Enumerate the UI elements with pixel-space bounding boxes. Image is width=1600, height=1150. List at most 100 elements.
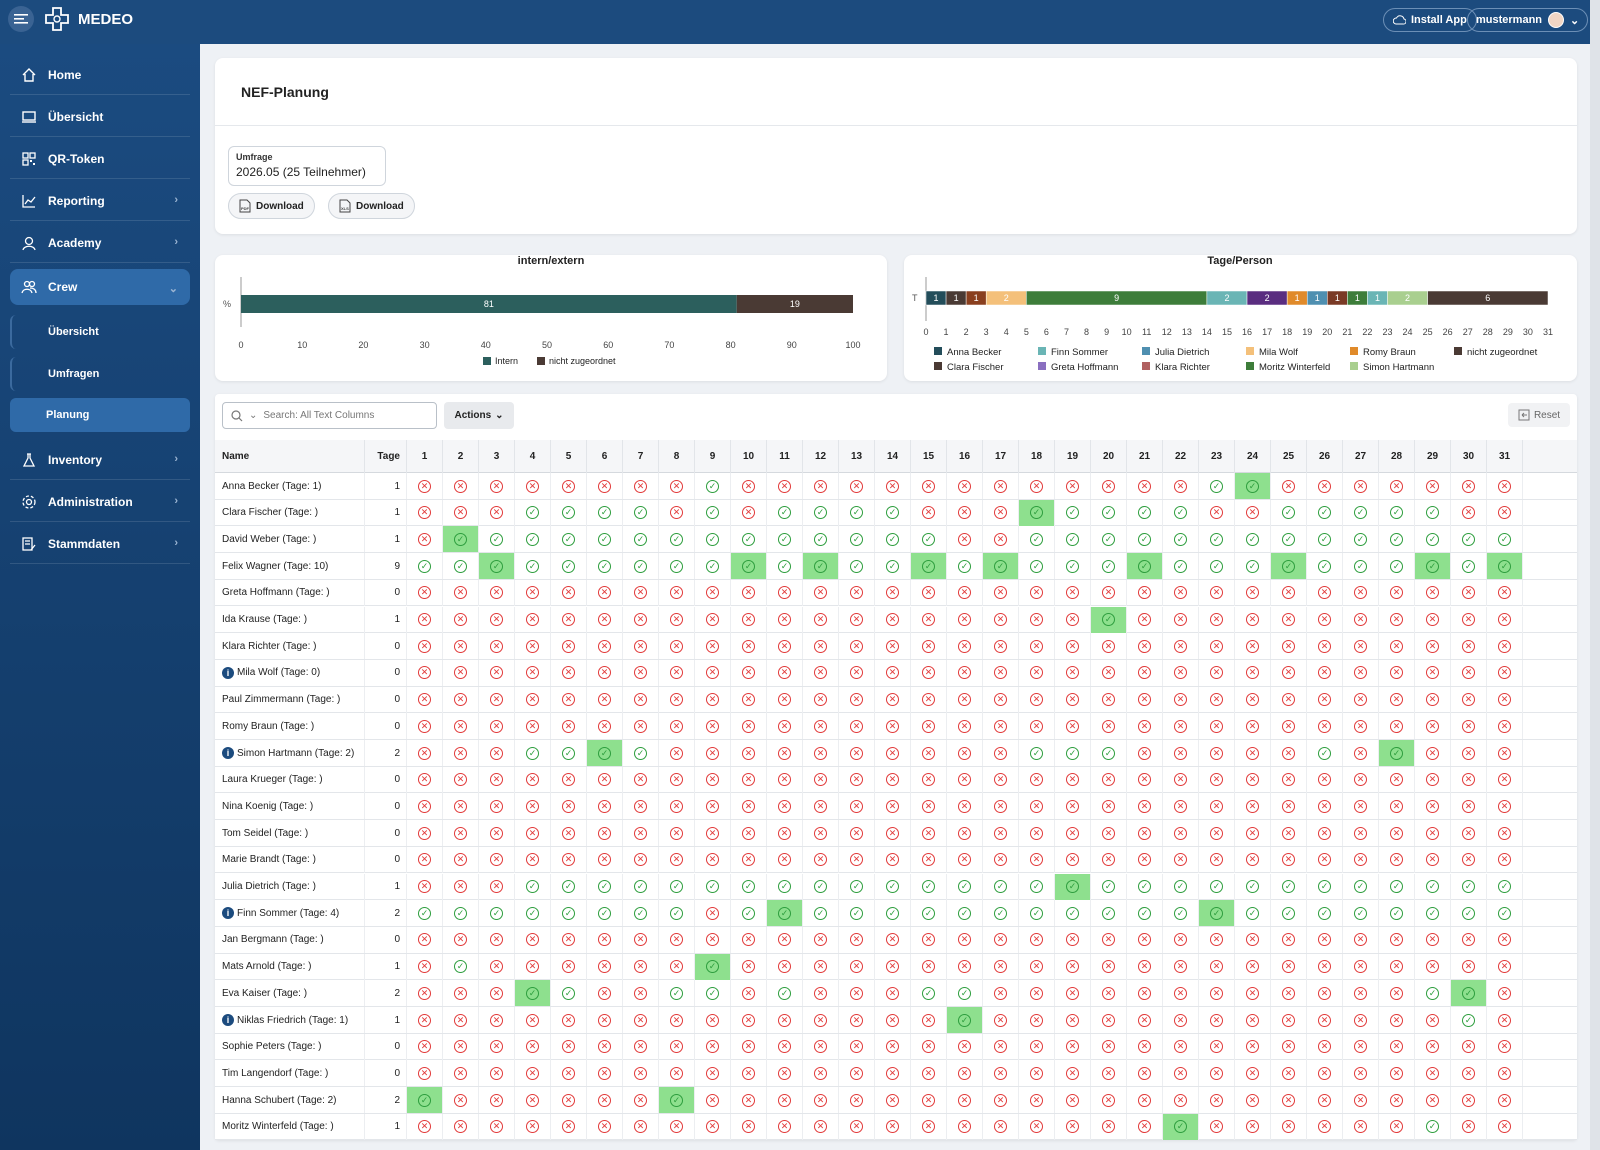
day-cell[interactable]: ✕ <box>1235 980 1271 1007</box>
day-cell[interactable]: ✕ <box>839 1113 875 1140</box>
day-cell[interactable]: ✕ <box>1199 926 1235 953</box>
day-cell[interactable]: ✕ <box>839 926 875 953</box>
day-cell[interactable]: ✕ <box>443 846 479 873</box>
day-cell[interactable]: ✕ <box>551 820 587 847</box>
day-cell[interactable]: ✕ <box>839 846 875 873</box>
day-cell[interactable]: ✕ <box>1307 473 1343 499</box>
day-cell[interactable]: ✕ <box>875 820 911 847</box>
day-cell[interactable]: ✕ <box>479 713 515 740</box>
name-cell[interactable]: Sophie Peters (Tage: ) <box>215 1033 365 1060</box>
day-cell[interactable]: ✕ <box>911 820 947 847</box>
day-cell[interactable]: ✕ <box>983 793 1019 820</box>
day-cell[interactable]: ✓ <box>1019 900 1055 927</box>
day-cell[interactable]: ✕ <box>803 766 839 793</box>
day-cell[interactable]: ✕ <box>659 846 695 873</box>
day-cell[interactable]: ✕ <box>839 766 875 793</box>
day-cell[interactable]: ✓ <box>911 873 947 900</box>
day-cell[interactable]: ✕ <box>803 606 839 633</box>
day-cell[interactable]: ✓ <box>1055 740 1091 766</box>
name-cell[interactable]: i Finn Sommer (Tage: 4) <box>215 900 365 927</box>
day-cell[interactable]: ✕ <box>515 473 551 499</box>
day-cell[interactable]: ✕ <box>875 1033 911 1060</box>
day-cell[interactable]: ✕ <box>1379 579 1415 606</box>
day-cell[interactable]: ✕ <box>875 740 911 766</box>
day-cell[interactable]: ✕ <box>1199 713 1235 740</box>
day-cell[interactable]: ✕ <box>1163 633 1199 660</box>
day-cell[interactable]: ✕ <box>1451 606 1487 633</box>
search-input[interactable]: ⌄ Search: All Text Columns <box>222 402 437 429</box>
day-cell[interactable]: ✕ <box>1379 659 1415 686</box>
day-cell[interactable]: ✓ <box>1379 900 1415 927</box>
day-cell[interactable]: ✕ <box>1235 713 1271 740</box>
umfrage-select[interactable]: Umfrage 2026.05 (25 Teilnehmer) <box>228 146 386 186</box>
day-cell[interactable]: ✕ <box>1415 1033 1451 1060</box>
day-cell[interactable]: ✓ <box>1091 526 1127 553</box>
day-cell[interactable]: ✕ <box>983 766 1019 793</box>
day-cell[interactable]: ✕ <box>659 740 695 766</box>
day-cell[interactable]: ✕ <box>1091 846 1127 873</box>
day-cell[interactable]: ✕ <box>911 633 947 660</box>
day-cell[interactable]: ✓ <box>1199 526 1235 553</box>
column-header-day[interactable]: 16 <box>947 440 983 473</box>
day-cell[interactable]: ✕ <box>1307 1087 1343 1114</box>
day-cell[interactable]: ✕ <box>443 980 479 1007</box>
day-cell[interactable]: ✓ <box>695 873 731 900</box>
day-cell[interactable]: ✓ <box>659 526 695 553</box>
day-cell[interactable]: ✕ <box>875 1113 911 1140</box>
day-cell[interactable]: ✕ <box>1415 766 1451 793</box>
day-cell[interactable]: ✕ <box>479 766 515 793</box>
day-cell[interactable]: ✕ <box>443 1087 479 1114</box>
day-cell[interactable]: ✓ <box>1487 900 1523 927</box>
day-cell[interactable]: ✓ <box>803 900 839 927</box>
day-cell[interactable]: ✕ <box>587 579 623 606</box>
day-cell[interactable]: ✕ <box>803 1087 839 1114</box>
day-cell[interactable]: ✕ <box>1487 473 1523 499</box>
day-cell[interactable]: ✕ <box>695 1113 731 1140</box>
day-cell[interactable]: ✕ <box>551 633 587 660</box>
day-cell[interactable]: ✕ <box>1271 953 1307 980</box>
day-cell[interactable]: ✕ <box>1487 953 1523 980</box>
day-cell[interactable]: ✕ <box>767 766 803 793</box>
day-cell[interactable]: ✕ <box>839 1060 875 1087</box>
day-cell[interactable]: ✕ <box>1343 980 1379 1007</box>
name-cell[interactable]: i Mila Wolf (Tage: 0) <box>215 659 365 686</box>
day-cell[interactable]: ✓ <box>659 900 695 927</box>
day-cell[interactable]: ✓ <box>1091 553 1127 580</box>
day-cell[interactable]: ✕ <box>1271 606 1307 633</box>
day-cell[interactable]: ✕ <box>1271 980 1307 1007</box>
day-cell[interactable]: ✕ <box>407 659 443 686</box>
day-cell[interactable]: ✕ <box>1127 980 1163 1007</box>
day-cell[interactable]: ✕ <box>1343 633 1379 660</box>
day-cell[interactable]: ✕ <box>551 686 587 713</box>
day-cell[interactable]: ✕ <box>479 659 515 686</box>
day-cell[interactable]: ✓ <box>1451 980 1487 1007</box>
day-cell[interactable]: ✕ <box>407 713 443 740</box>
day-cell[interactable]: ✕ <box>1235 633 1271 660</box>
day-cell[interactable]: ✕ <box>1127 846 1163 873</box>
day-cell[interactable]: ✕ <box>983 526 1019 553</box>
day-cell[interactable]: ✕ <box>1019 1007 1055 1033</box>
day-cell[interactable]: ✓ <box>551 900 587 927</box>
day-cell[interactable]: ✕ <box>623 1060 659 1087</box>
day-cell[interactable]: ✕ <box>1199 1113 1235 1140</box>
sidebar-item-inventory[interactable]: Inventory › <box>10 440 190 480</box>
name-cell[interactable]: i Simon Hartmann (Tage: 2) <box>215 740 365 766</box>
day-cell[interactable]: ✕ <box>479 633 515 660</box>
day-cell[interactable]: ✓ <box>1379 553 1415 580</box>
day-cell[interactable]: ✕ <box>695 579 731 606</box>
day-cell[interactable]: ✕ <box>587 980 623 1007</box>
day-cell[interactable]: ✓ <box>947 873 983 900</box>
day-cell[interactable]: ✓ <box>803 873 839 900</box>
name-cell[interactable]: Romy Braun (Tage: ) <box>215 713 365 740</box>
day-cell[interactable]: ✕ <box>659 926 695 953</box>
day-cell[interactable]: ✕ <box>1055 980 1091 1007</box>
day-cell[interactable]: ✕ <box>1451 686 1487 713</box>
day-cell[interactable]: ✕ <box>911 793 947 820</box>
day-cell[interactable]: ✕ <box>983 953 1019 980</box>
day-cell[interactable]: ✓ <box>1055 873 1091 900</box>
sidebar-item-uebersicht[interactable]: Übersicht <box>10 97 190 137</box>
day-cell[interactable]: ✕ <box>875 846 911 873</box>
column-header-day[interactable]: 28 <box>1379 440 1415 473</box>
day-cell[interactable]: ✕ <box>407 980 443 1007</box>
day-cell[interactable]: ✕ <box>1343 1113 1379 1140</box>
